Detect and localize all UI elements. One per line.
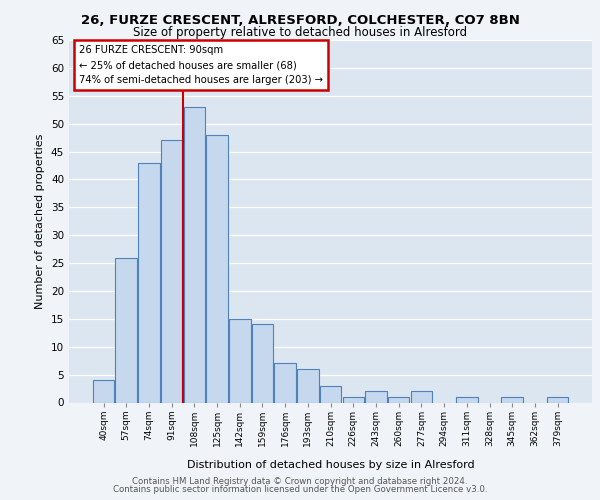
X-axis label: Distribution of detached houses by size in Alresford: Distribution of detached houses by size …	[187, 460, 475, 469]
Bar	[502, 397, 523, 402]
Bar	[343, 397, 364, 402]
Text: Size of property relative to detached houses in Alresford: Size of property relative to detached ho…	[133, 26, 467, 39]
Text: Contains HM Land Registry data © Crown copyright and database right 2024.: Contains HM Land Registry data © Crown c…	[132, 477, 468, 486]
Bar	[229, 319, 251, 402]
Bar	[206, 135, 228, 402]
Bar	[320, 386, 341, 402]
Bar	[184, 107, 205, 403]
Bar	[365, 392, 387, 402]
Bar	[456, 397, 478, 402]
Bar	[388, 397, 409, 402]
Bar	[274, 364, 296, 403]
Bar	[547, 397, 568, 402]
Bar	[138, 162, 160, 402]
Text: Contains public sector information licensed under the Open Government Licence v3: Contains public sector information licen…	[113, 485, 487, 494]
Text: 26 FURZE CRESCENT: 90sqm
← 25% of detached houses are smaller (68)
74% of semi-d: 26 FURZE CRESCENT: 90sqm ← 25% of detach…	[79, 46, 323, 85]
Bar	[297, 369, 319, 402]
Bar	[115, 258, 137, 402]
Y-axis label: Number of detached properties: Number of detached properties	[35, 134, 46, 309]
Bar	[410, 392, 432, 402]
Bar	[252, 324, 273, 402]
Bar	[161, 140, 182, 402]
Bar	[93, 380, 115, 402]
Text: 26, FURZE CRESCENT, ALRESFORD, COLCHESTER, CO7 8BN: 26, FURZE CRESCENT, ALRESFORD, COLCHESTE…	[80, 14, 520, 27]
